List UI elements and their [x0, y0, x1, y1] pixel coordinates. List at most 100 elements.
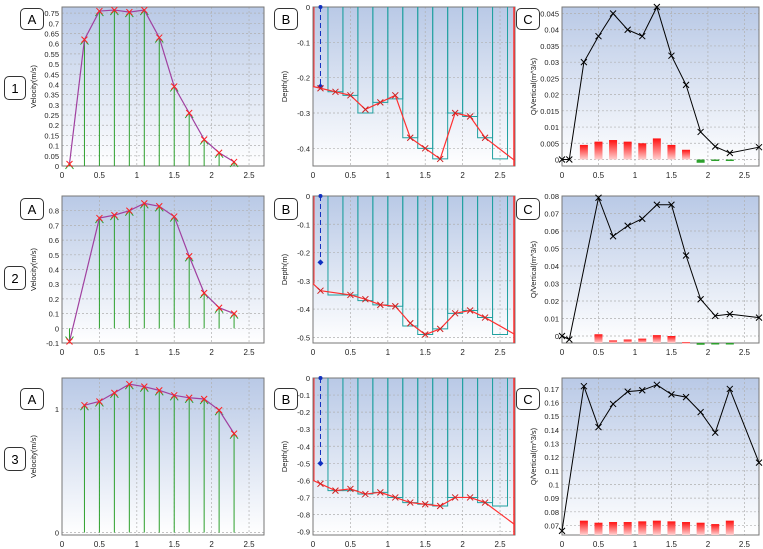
panel-3-c-discharge-point	[726, 385, 734, 393]
panel-1-c-xtick-label: 0.5	[593, 171, 605, 180]
panel-1-a-ytick-label: 0.5	[49, 60, 59, 69]
panel-2-a-ytick-label: 0.6	[49, 236, 59, 245]
panel-1-c-bar	[652, 138, 661, 160]
panel-1-a-ytick-label: 0	[55, 162, 59, 171]
panel-1-c-discharge-point	[595, 32, 602, 40]
panel-1-c-discharge-point	[711, 143, 719, 150]
panel-1-a-velocity-point	[200, 136, 208, 143]
panel-3-b-bed-point	[451, 494, 459, 501]
panel-3-a-xtick-label: 0	[60, 540, 65, 549]
panel-2-c-discharge-point	[697, 295, 704, 303]
panel-3-a-velocity-point	[111, 389, 118, 397]
panel-1-b-ytick-label: -0.1	[297, 38, 310, 47]
panel-1-c-discharge-point	[726, 149, 734, 157]
panel-3-c-discharge-point	[580, 382, 588, 390]
panel-3-b-ytick-label: 0	[306, 374, 310, 383]
panel-3-c-xtick-label: 2	[706, 540, 711, 549]
panel-1-c-discharge-point	[668, 52, 675, 60]
panel-1-a-ytick-label: 0.25	[44, 111, 59, 120]
panel-letter-3-a: A	[20, 388, 44, 410]
panel-3-a-xtick-label: 2.5	[243, 540, 255, 549]
panel-2-a-ytick-label: 0	[55, 324, 59, 333]
panel-2-a-ytick-label: 0.4	[49, 266, 59, 275]
panel-2-b-ytick-label: -0.2	[297, 249, 310, 258]
panel-1-a-velocity-point	[230, 158, 238, 166]
panel-3-a-frame	[61, 377, 265, 536]
panel-1-a-xtick-label: 1.5	[169, 171, 181, 180]
panel-3-c-ytick-label: 0.17	[544, 385, 559, 394]
panel-2-b-xtick-label: 0.5	[345, 348, 357, 357]
panel-1-c-discharge-point	[565, 156, 573, 163]
panel-3-b-bed-point	[332, 487, 339, 494]
panel-1-a-ytick-label: 0.55	[44, 50, 59, 59]
panel-2-a-ytick-label: 0.1	[49, 310, 59, 319]
panel-1-b-ytick-label: -0.3	[297, 109, 310, 118]
panel-2-a-velocity-point	[230, 310, 238, 317]
panel-3-b-xtick-label: 2.5	[494, 540, 506, 549]
panel-2-b-cell	[492, 196, 509, 336]
panel-2-c-ytick-label: 0	[555, 332, 559, 341]
panel-3-c-xtick-label: 2.5	[739, 540, 751, 549]
panel-3-c-discharge-point	[638, 386, 646, 394]
panel-2-c-ytick-label: 0.03	[544, 280, 559, 289]
panel-2-c-bar-negative	[725, 343, 734, 345]
panel-2-b-bed-point	[391, 302, 399, 310]
panel-3-c-discharge-point	[653, 381, 661, 389]
panel-3-a-xtick-label: 2	[209, 540, 214, 549]
panel-1-a-xtick-label: 0.5	[94, 171, 106, 180]
panel-3-c-xtick-label: 0	[560, 540, 565, 549]
panel-3-a-velocity-point	[230, 430, 238, 437]
panel-letter-2-c: C	[516, 198, 540, 220]
panel-letter-2-b: B	[274, 198, 298, 220]
panel-letter-1-c: C	[516, 8, 540, 30]
panel-3-c-bar	[579, 520, 588, 535]
panel-letter-3-c: C	[516, 388, 540, 410]
panel-letter-2-a: A	[20, 198, 44, 220]
panel-1-b-xtick-label: 2	[460, 171, 465, 180]
panel-3-b-bed-point	[391, 494, 399, 501]
panel-1-b-bed-point	[391, 91, 399, 99]
panel-3-c-bar	[667, 521, 676, 535]
panel-3-b-xtick-label: 2	[460, 540, 465, 549]
panel-1-c-discharge-point	[653, 3, 661, 11]
panel-letter-3-b: B	[274, 388, 298, 410]
panel-2-c-xtick-label: 1	[633, 348, 638, 357]
panel-2-a-xtick-label: 1	[135, 348, 140, 357]
panel-2-a-velocity-point	[96, 214, 103, 222]
panel-3-b-background	[313, 378, 515, 535]
panel-3-c-ylabel: Q/Vertical(m^3/s)	[529, 427, 538, 485]
panel-3-b-bed-point	[362, 490, 369, 498]
panel-3-c-discharge-point	[682, 393, 690, 401]
panel-2-b-marker-top	[318, 194, 323, 198]
panel-1-a-ytick-label: 0.65	[44, 30, 59, 39]
panel-1-b-bed-point	[332, 88, 339, 96]
panel-3-a-ytick-label: 1	[55, 405, 59, 414]
panel-1-b-bed-point	[436, 155, 444, 163]
panel-2-b-bed-point	[421, 331, 429, 338]
panel-1-b-marker-top	[318, 5, 323, 9]
panel-3-a-ylabel: Velocity(m/s)	[29, 435, 38, 478]
panel-2-a-xtick-label: 0.5	[94, 348, 106, 357]
panel-1-a-velocity-point	[96, 7, 103, 15]
panel-2-c-bar-negative	[696, 343, 705, 345]
panel-1-a-ytick-label: 0.45	[44, 70, 59, 79]
panel-3-b-ytick-label: -0.1	[297, 391, 310, 400]
panel-3-c-ytick-label: 0.14	[544, 426, 559, 435]
panel-1-a-velocity-point	[155, 34, 163, 41]
panel-3-c-bar	[711, 524, 720, 535]
panel-1-c-ytick-label: 0.025	[540, 74, 559, 83]
panel-3-c-ytick-label: 0.09	[544, 494, 559, 503]
panel-1-b-bed-point	[421, 144, 429, 152]
panel-3-b-marker-diamond	[317, 460, 324, 467]
panel-2-c-ytick-label: 0.01	[544, 315, 559, 324]
panel-3-c-bar	[594, 522, 603, 535]
panel-2-a-ytick-label: -0.1	[46, 339, 59, 348]
panel-3-b-ytick-label: -0.7	[297, 493, 310, 502]
panel-3-b-ytick-label: -0.2	[297, 408, 310, 417]
panel-1-a-background	[62, 7, 264, 166]
panel-1-b-bed-point	[406, 134, 414, 142]
panel-2-c-bar	[638, 338, 647, 343]
panel-2-c-ytick-label: 0.06	[544, 227, 559, 236]
panel-2-b-ytick-label: -0.5	[297, 333, 310, 342]
